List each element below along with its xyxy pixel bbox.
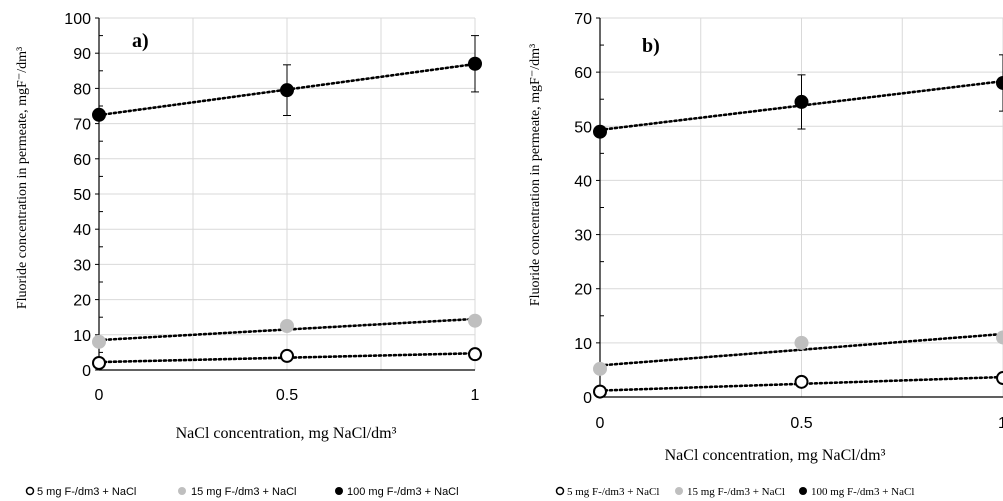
axes-a xyxy=(95,17,475,371)
y-tick-label-a: 50 xyxy=(73,187,91,204)
legend-b: 5 mg F-/dm3 + NaCl 15 mg F-/dm3 + NaCl 1… xyxy=(555,486,914,498)
data-point-a-1-0 xyxy=(92,334,106,349)
y-tick-label-a: 70 xyxy=(73,117,91,134)
data-point-b-0-1 xyxy=(794,374,809,389)
x-axis-title-a: NaCl concentration, mg NaCl/dm³ xyxy=(176,425,397,442)
data-point-a-2-1 xyxy=(280,83,294,98)
data-point-a-0-2 xyxy=(468,347,482,362)
legend-a-marker-15 xyxy=(178,487,186,495)
legend-a-marker-5 xyxy=(25,486,35,496)
y-tick-label-b: 40 xyxy=(574,173,592,190)
data-point-b-1-2 xyxy=(996,330,1003,345)
legend-a-label-100: 100 mg F-/dm3 + NaCl xyxy=(347,486,459,498)
y-tick-label-a: 100 xyxy=(64,11,91,28)
data-points-b xyxy=(593,75,1003,399)
data-point-a-2-2 xyxy=(468,56,482,71)
x-tick-label-a: 1 xyxy=(471,387,480,404)
y-tick-label-a: 90 xyxy=(73,46,91,63)
panel-label-b: b) xyxy=(642,35,660,57)
data-point-a-0-1 xyxy=(280,348,294,363)
y-tick-label-b: 10 xyxy=(574,336,592,353)
x-tick-label-b: 0 xyxy=(596,415,605,432)
legend-b-marker-100 xyxy=(799,487,807,495)
y-tick-label-a: 20 xyxy=(73,293,91,310)
data-points-a xyxy=(92,56,482,370)
x-tick-labels-b: 0 0.5 1 xyxy=(596,415,1003,432)
data-point-a-2-0 xyxy=(92,107,106,122)
x-tick-label-a: 0 xyxy=(95,387,104,404)
y-tick-label-b: 50 xyxy=(574,119,592,136)
data-point-b-2-1 xyxy=(794,94,809,109)
error-bars-b xyxy=(797,54,1003,130)
legend-b-label-5: 5 mg F-/dm3 + NaCl xyxy=(567,486,659,498)
data-point-b-0-0 xyxy=(593,384,607,399)
y-tick-label-b: 60 xyxy=(574,65,592,82)
legend-b-label-100: 100 mg F-/dm3 + NaCl xyxy=(811,486,914,498)
data-point-b-1-1 xyxy=(794,335,809,350)
y-tick-labels-b: 0 10 20 30 40 50 60 70 xyxy=(574,11,592,407)
data-point-a-1-1 xyxy=(280,319,294,333)
y-axis-title-a: Fluoride concentration in permeate, mgF⁻… xyxy=(15,47,30,309)
y-tick-label-a: 0 xyxy=(82,363,91,380)
x-axis-title-b: NaCl concentration, mg NaCl/dm³ xyxy=(665,447,886,464)
y-axis-title-b: Fluoride concentration in permeate, mgF⁻… xyxy=(528,44,543,306)
data-point-b-2-2 xyxy=(996,75,1003,90)
gridlines-b xyxy=(600,17,1003,397)
data-point-b-0-2 xyxy=(996,371,1003,386)
x-tick-labels-a: 0 0.5 1 xyxy=(95,387,480,404)
y-tick-label-b: 30 xyxy=(574,228,592,245)
data-point-a-0-0 xyxy=(92,355,106,370)
data-point-b-1-0 xyxy=(593,361,607,376)
legend-b-label-15: 15 mg F-/dm3 + NaCl xyxy=(687,486,785,498)
y-tick-label-a: 30 xyxy=(73,257,91,274)
y-tick-label-a: 40 xyxy=(73,222,91,239)
y-tick-label-b: 20 xyxy=(574,282,592,299)
y-tick-label-a: 80 xyxy=(73,81,91,98)
data-point-b-2-0 xyxy=(593,124,607,139)
y-tick-label-a: 60 xyxy=(73,152,91,169)
y-tick-label-a: 10 xyxy=(73,328,91,345)
panel-label-a: a) xyxy=(132,30,149,52)
x-tick-label-b: 0.5 xyxy=(790,415,812,432)
legend-a-label-15: 15 mg F-/dm3 + NaCl xyxy=(191,486,296,498)
legend-b-marker-15 xyxy=(675,487,683,495)
y-tick-labels-a: 0 10 20 30 40 50 60 70 80 90 100 xyxy=(64,11,91,380)
legend-b-marker-5 xyxy=(555,486,565,496)
y-tick-label-b: 70 xyxy=(574,11,592,28)
legend-a-label-5: 5 mg F-/dm3 + NaCl xyxy=(37,486,136,498)
x-tick-label-b: 1 xyxy=(998,415,1003,432)
legend-a: 5 mg F-/dm3 + NaCl 15 mg F-/dm3 + NaCl 1… xyxy=(25,486,459,498)
y-tick-label-b: 0 xyxy=(583,390,592,407)
legend-a-marker-100 xyxy=(335,487,343,495)
x-tick-label-a: 0.5 xyxy=(276,387,298,404)
data-point-a-1-2 xyxy=(468,313,482,328)
